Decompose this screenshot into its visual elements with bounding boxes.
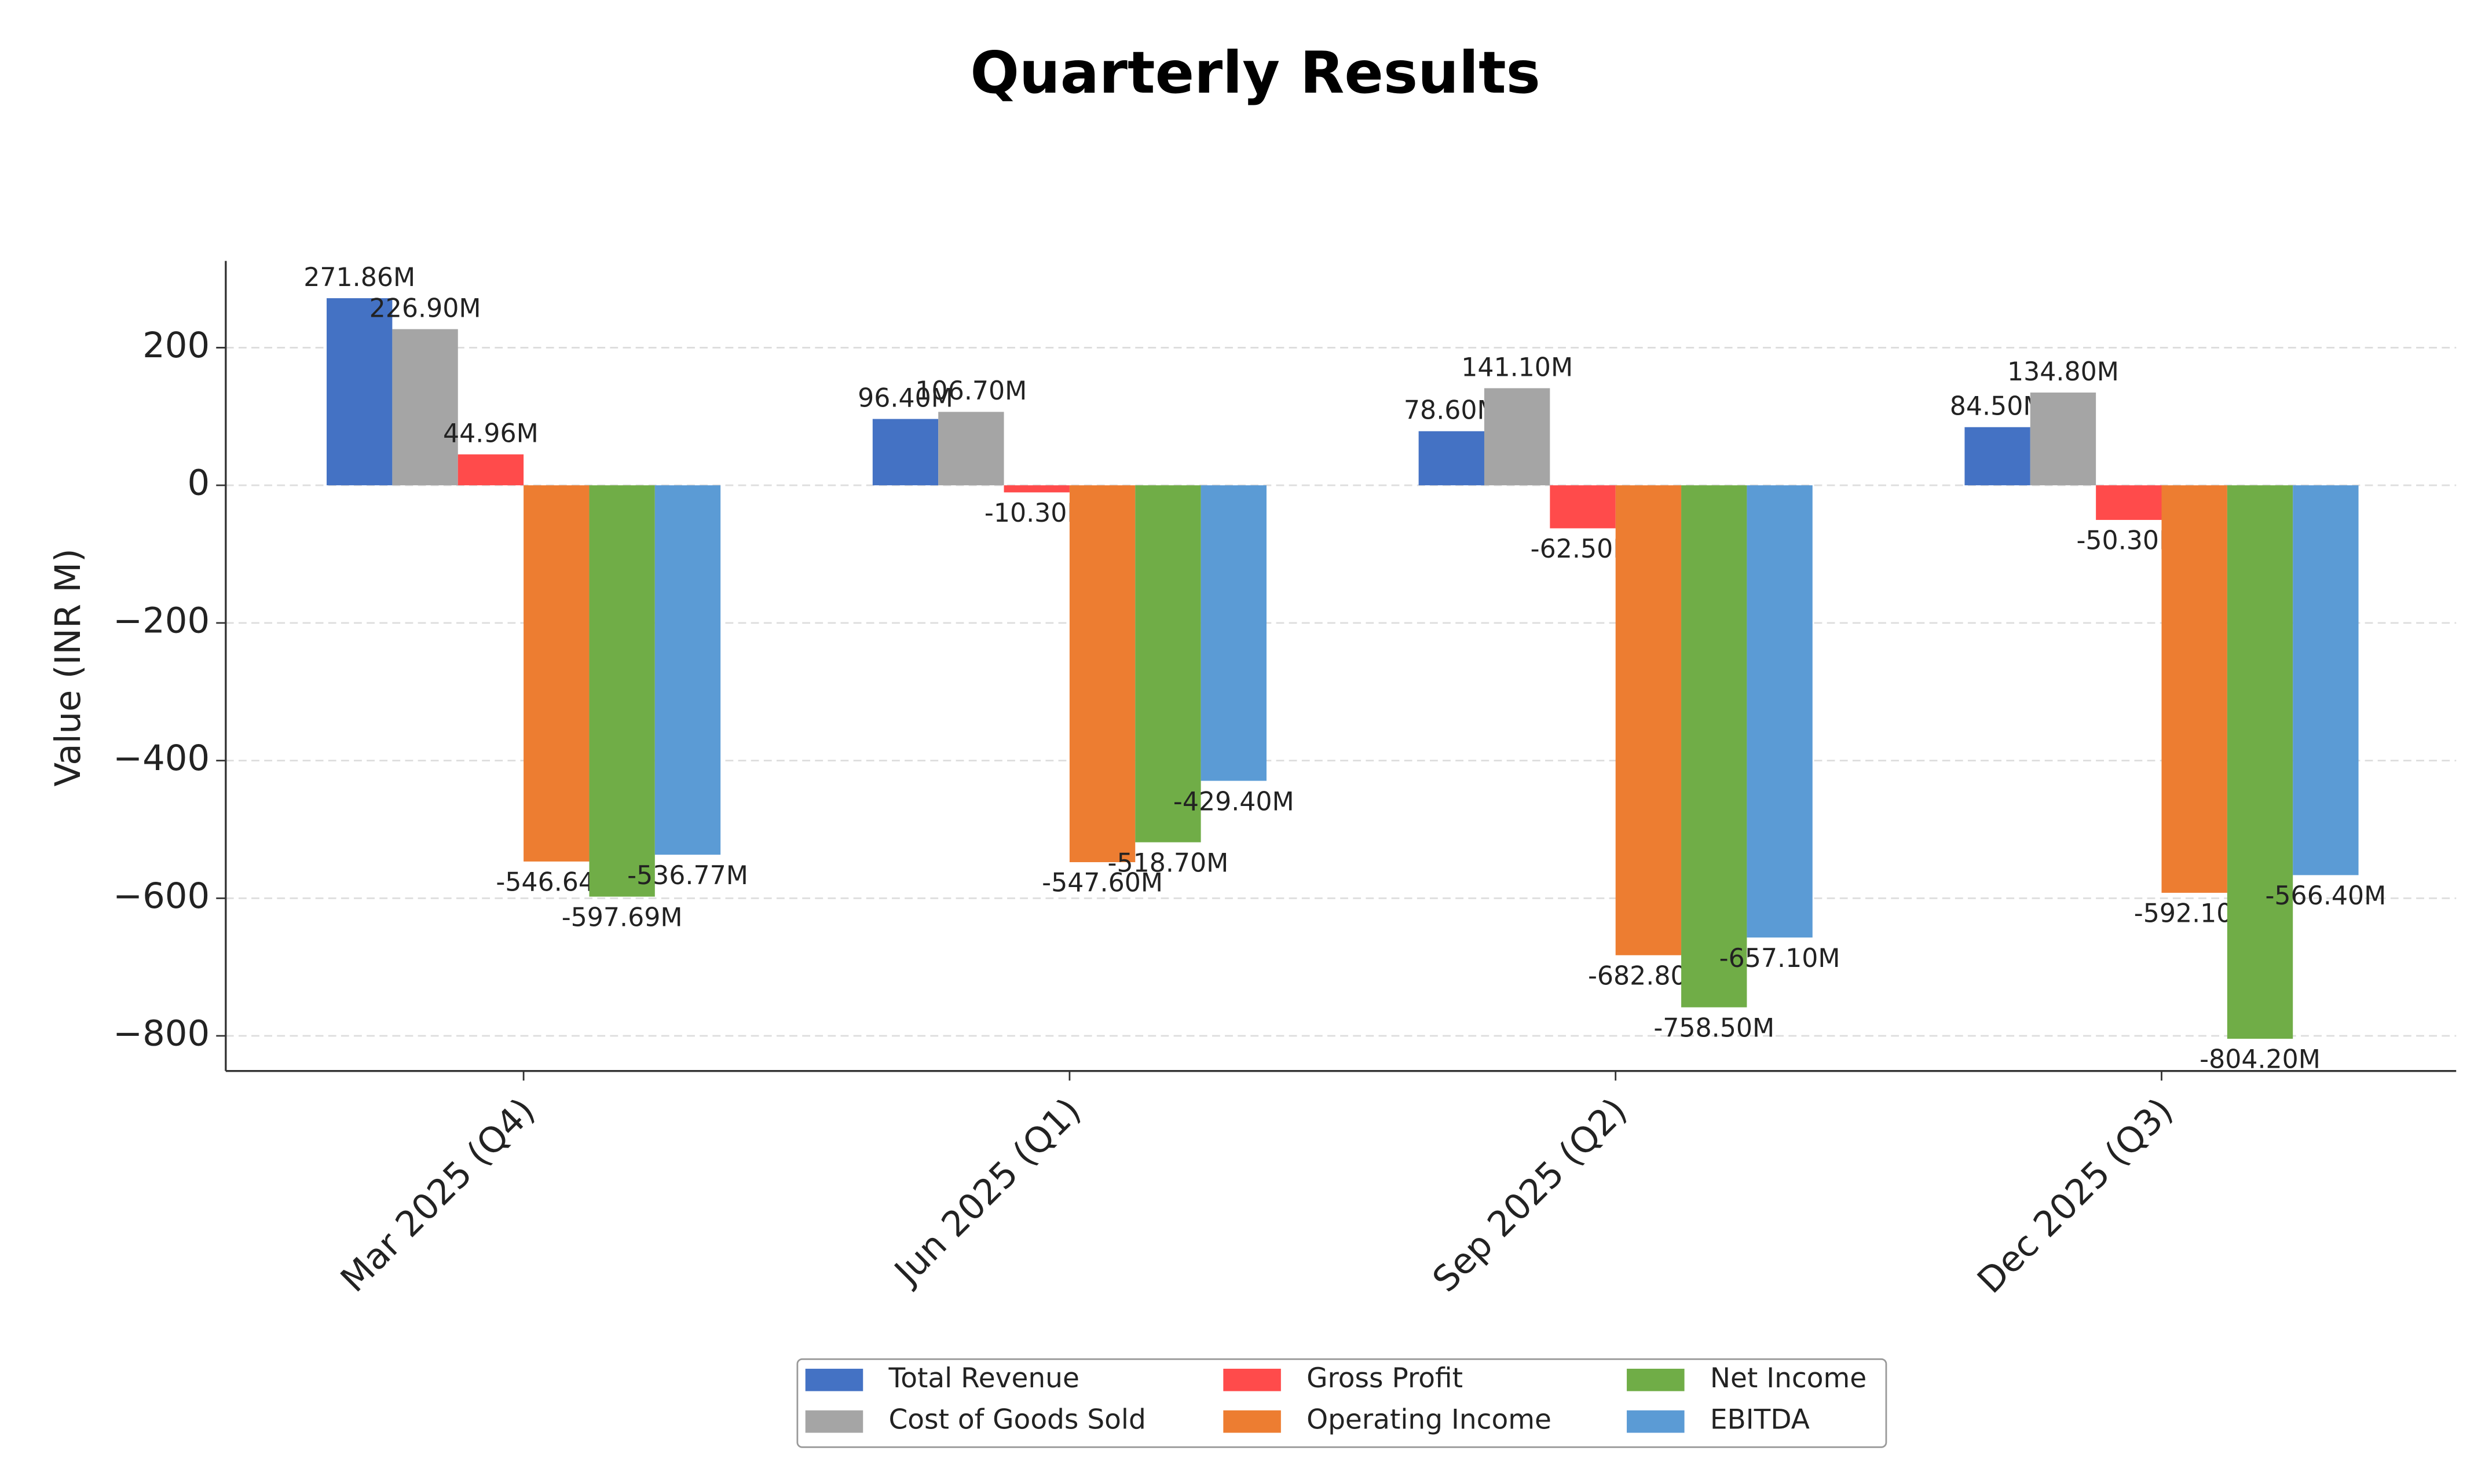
bar: [1418, 431, 1484, 486]
y-tick-label: −200: [113, 600, 210, 641]
y-tick-label: −600: [113, 876, 210, 917]
legend-swatch: [1627, 1410, 1685, 1433]
legend-swatch: [1223, 1368, 1281, 1391]
legend-swatch: [1223, 1410, 1281, 1433]
bar: [458, 454, 524, 486]
x-tick-label: Mar 2025 (Q4): [333, 1090, 543, 1300]
bar: [872, 419, 939, 486]
bar: [1135, 485, 1201, 842]
value-label: 106.70M: [915, 376, 1027, 406]
value-label: -429.40M: [1173, 787, 1294, 816]
bar: [2096, 485, 2162, 520]
value-label: 78.60M: [1404, 396, 1499, 426]
bar: [654, 485, 721, 855]
x-tick-label: Sep 2025 (Q2): [1425, 1090, 1635, 1300]
value-label: 96.40M: [858, 383, 953, 413]
value-label: -657.10M: [1719, 944, 1840, 973]
value-label: -597.69M: [562, 903, 683, 932]
bar: [1484, 388, 1550, 486]
value-label: -518.70M: [1108, 848, 1229, 878]
y-tick-label: −400: [113, 738, 210, 779]
legend-label: Gross Profit: [1306, 1362, 1463, 1394]
legend-label: Cost of Goods Sold: [888, 1404, 1145, 1436]
legend-swatch: [805, 1410, 863, 1433]
bar: [327, 298, 393, 486]
bar: [1069, 485, 1136, 863]
y-tick-label: −800: [113, 1014, 210, 1054]
value-label: 44.96M: [443, 419, 539, 449]
bar: [1681, 485, 1747, 1007]
legend-swatch: [1627, 1368, 1685, 1391]
bar: [1004, 485, 1070, 493]
bar: [1747, 485, 1813, 938]
value-label: 271.86M: [303, 263, 415, 292]
value-label: -804.20M: [2199, 1045, 2321, 1075]
bar: [938, 412, 1004, 486]
value-label: -536.77M: [627, 861, 748, 891]
x-tick-label: Jun 2025 (Q1): [885, 1090, 1089, 1294]
legend-label: Total Revenue: [888, 1362, 1079, 1394]
chart-title: Quarterly Results: [970, 40, 1540, 107]
value-label: 141.10M: [1461, 353, 1573, 382]
value-label: -566.40M: [2265, 881, 2386, 911]
bar: [2227, 485, 2293, 1039]
legend-label: Net Income: [1710, 1362, 1867, 1394]
bar: [2293, 485, 2359, 875]
bar: [1201, 485, 1267, 781]
legend-swatch: [805, 1368, 863, 1391]
value-label: 134.80M: [2007, 357, 2119, 387]
y-axis-label: Value (INR M): [48, 548, 89, 786]
bar: [392, 329, 458, 486]
bar: [589, 485, 655, 897]
bar: [1550, 485, 1616, 529]
x-tick-label: Dec 2025 (Q3): [1970, 1090, 2181, 1301]
legend-box: [796, 1358, 1887, 1448]
bar: [524, 485, 590, 862]
value-label: 226.90M: [369, 294, 481, 323]
y-tick-label: 200: [142, 325, 210, 366]
value-label: 84.50M: [1950, 392, 2045, 422]
bar: [2030, 392, 2096, 486]
value-label: -758.50M: [1653, 1013, 1774, 1043]
bar: [1964, 427, 2030, 486]
legend-label: Operating Income: [1306, 1404, 1551, 1436]
value-label: -547.60M: [1042, 869, 1163, 898]
bar: [1615, 485, 1682, 955]
bar: [2161, 485, 2227, 893]
y-tick-label: 0: [187, 463, 210, 504]
legend-label: EBITDA: [1710, 1404, 1810, 1436]
